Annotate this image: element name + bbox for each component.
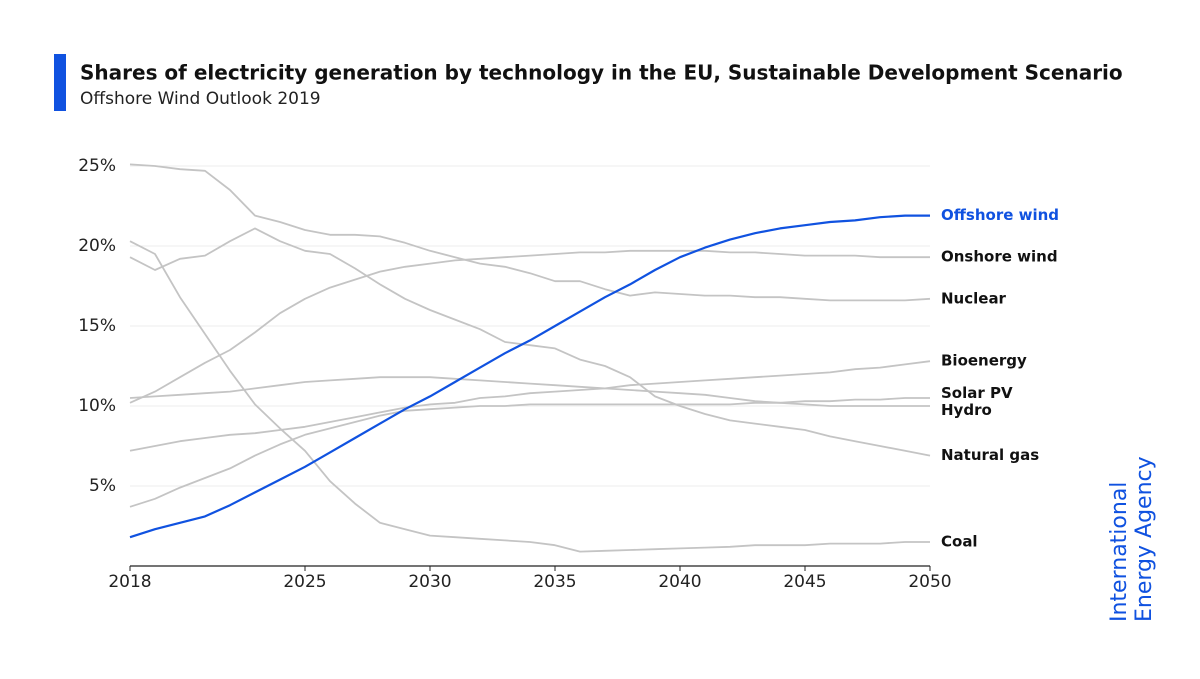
y-tick-label: 5%	[89, 476, 116, 496]
series-label: Offshore wind	[941, 206, 1059, 224]
series-line	[129, 360, 931, 452]
x-tick-label: 2025	[283, 572, 326, 592]
series-line	[129, 163, 931, 302]
y-tick-label: 25%	[78, 156, 116, 176]
series-label: Solar PV	[941, 384, 1013, 402]
x-tick-label: 2030	[408, 572, 451, 592]
y-tick-label: 10%	[78, 396, 116, 416]
series-label: Coal	[941, 533, 978, 551]
x-tick-label: 2040	[658, 572, 701, 592]
x-tick-label: 2045	[783, 572, 826, 592]
x-tick-label: 2018	[108, 572, 151, 592]
y-tick-label: 20%	[78, 236, 116, 256]
series-line	[129, 240, 930, 553]
title-accent	[54, 54, 66, 111]
series-line	[129, 227, 931, 457]
series-line	[129, 214, 930, 539]
series-label: Bioenergy	[941, 352, 1027, 370]
series-label: Natural gas	[941, 446, 1039, 464]
series-label: Onshore wind	[941, 248, 1058, 266]
chart-title: Shares of electricity generation by tech…	[80, 61, 1123, 85]
series-line	[129, 249, 930, 404]
chart-subtitle: Offshore Wind Outlook 2019	[80, 89, 321, 109]
series-line	[129, 397, 930, 508]
x-tick-label: 2035	[533, 572, 576, 592]
series-label: Nuclear	[941, 289, 1007, 307]
brand-line: Energy Agency	[1132, 456, 1157, 622]
x-tick-label: 2050	[908, 572, 951, 592]
series-label: Hydro	[941, 401, 992, 419]
series-line	[129, 376, 930, 407]
brand-line: International	[1107, 482, 1132, 622]
y-tick-label: 15%	[78, 316, 116, 336]
